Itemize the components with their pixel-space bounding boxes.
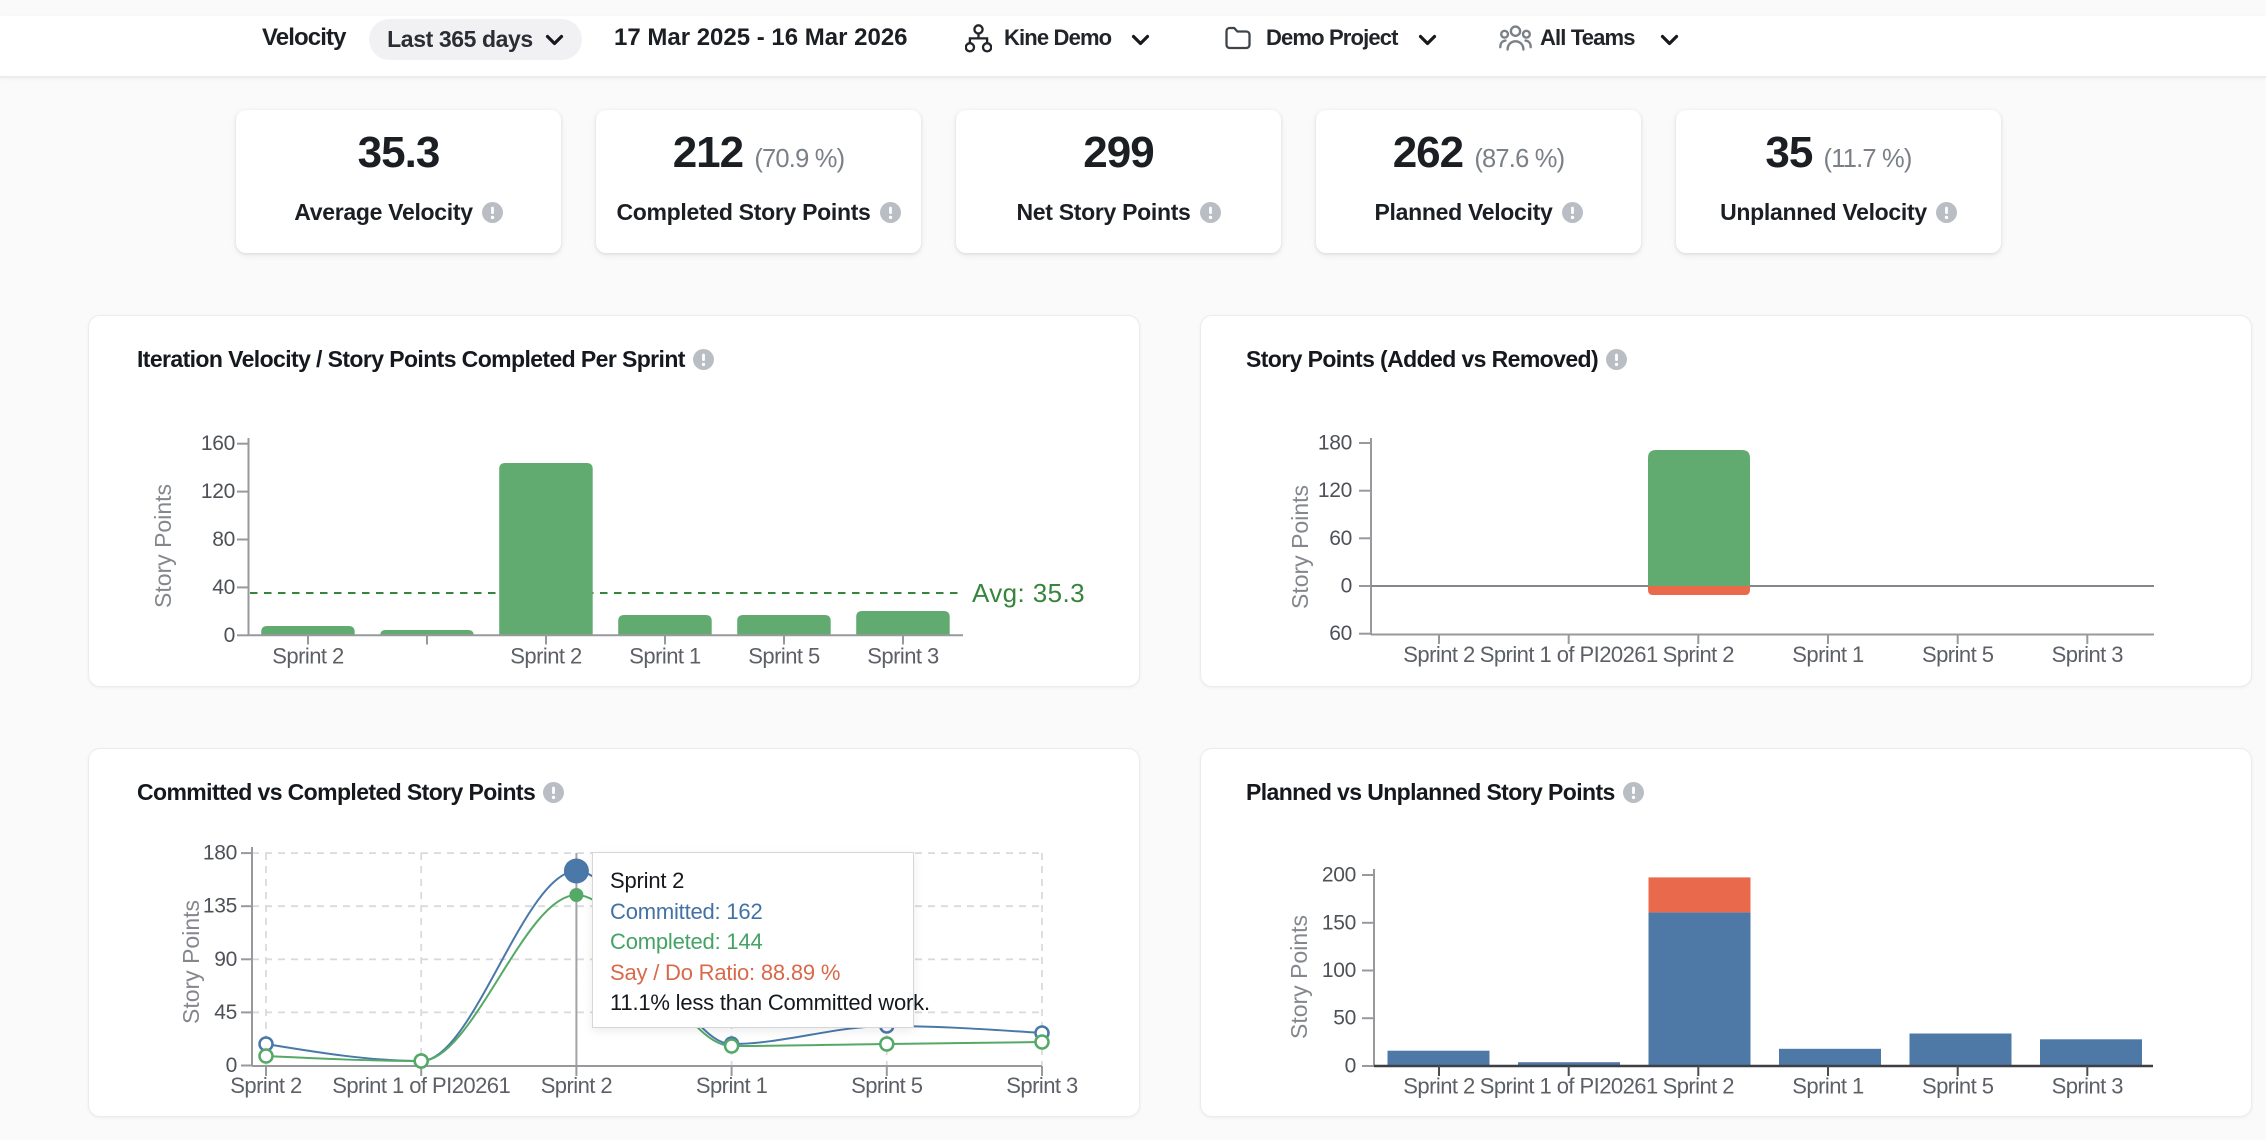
svg-text:Sprint 5: Sprint 5 [1922, 1074, 1994, 1099]
svg-text:Sprint 2: Sprint 2 [510, 644, 582, 669]
svg-text:Story Points: Story Points [150, 484, 176, 608]
svg-text:Story Points: Story Points [178, 900, 204, 1024]
svg-text:Sprint 5: Sprint 5 [748, 644, 820, 669]
svg-text:Sprint 2: Sprint 2 [1403, 642, 1475, 667]
svg-text:100: 100 [1322, 959, 1356, 982]
svg-text:Sprint 3: Sprint 3 [2052, 1074, 2124, 1099]
svg-text:180: 180 [203, 842, 237, 865]
svg-text:Sprint 3: Sprint 3 [2052, 642, 2124, 667]
svg-text:Avg: 35.3: Avg: 35.3 [972, 578, 1085, 608]
svg-text:180: 180 [1318, 432, 1352, 455]
svg-text:40: 40 [212, 576, 235, 599]
svg-text:150: 150 [1322, 911, 1356, 934]
svg-text:200: 200 [1322, 864, 1356, 887]
svg-text:Sprint 1 of PI20261: Sprint 1 of PI20261 [1480, 1074, 1658, 1099]
svg-text:135: 135 [203, 895, 237, 918]
svg-text:0: 0 [1341, 575, 1352, 598]
svg-text:Story Points: Story Points [1286, 915, 1312, 1039]
svg-text:0: 0 [1345, 1055, 1356, 1078]
svg-text:0: 0 [226, 1054, 237, 1077]
svg-text:Sprint 2: Sprint 2 [272, 644, 344, 669]
svg-text:Sprint 2: Sprint 2 [1403, 1074, 1475, 1099]
svg-text:Sprint 5: Sprint 5 [851, 1073, 923, 1098]
svg-text:45: 45 [214, 1001, 237, 1024]
svg-text:Sprint 2: Sprint 2 [1663, 1074, 1735, 1099]
svg-text:160: 160 [201, 432, 235, 455]
svg-text:Sprint 2: Sprint 2 [1663, 642, 1735, 667]
svg-text:Sprint 3: Sprint 3 [1006, 1073, 1078, 1098]
svg-text:0: 0 [224, 624, 235, 647]
svg-text:Sprint 1: Sprint 1 [629, 644, 701, 669]
svg-text:90: 90 [214, 948, 237, 971]
svg-text:Sprint 1: Sprint 1 [1792, 1074, 1864, 1099]
svg-text:Story Points: Story Points [1287, 485, 1313, 609]
svg-text:Sprint 1: Sprint 1 [1792, 642, 1864, 667]
svg-text:Sprint 2: Sprint 2 [230, 1073, 302, 1098]
svg-text:Sprint 1 of PI20261: Sprint 1 of PI20261 [332, 1073, 510, 1098]
svg-text:80: 80 [212, 528, 235, 551]
svg-text:120: 120 [1318, 479, 1352, 502]
svg-text:Sprint 3: Sprint 3 [867, 644, 939, 669]
svg-text:Sprint 2: Sprint 2 [541, 1073, 613, 1098]
svg-text:60: 60 [1329, 622, 1352, 645]
svg-text:60: 60 [1329, 527, 1352, 550]
svg-text:50: 50 [1333, 1007, 1356, 1030]
svg-text:Sprint 5: Sprint 5 [1922, 642, 1994, 667]
svg-text:120: 120 [201, 480, 235, 503]
svg-text:Sprint 1 of PI20261: Sprint 1 of PI20261 [1480, 642, 1658, 667]
svg-text:Sprint 1: Sprint 1 [696, 1073, 768, 1098]
